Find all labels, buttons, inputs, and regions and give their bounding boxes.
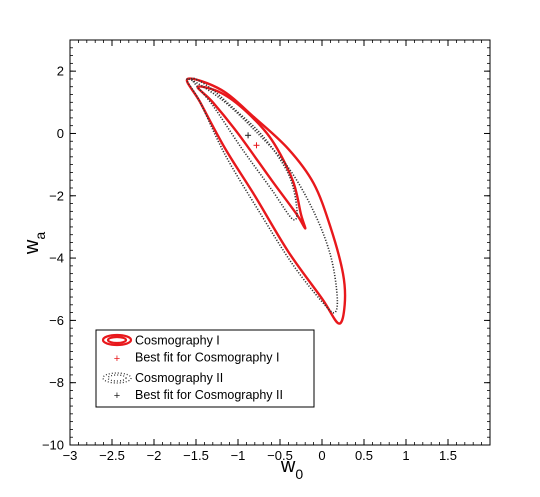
legend-swatch-cosmography-2-inner — [107, 374, 127, 382]
x-tick-label: 0.5 — [355, 448, 373, 463]
legend-label-best-fit-1: Best fit for Cosmography I — [135, 351, 280, 365]
x-axis-label: w0 — [280, 455, 303, 482]
legend-box — [95, 329, 315, 408]
y-tick-label: −2 — [49, 188, 64, 203]
x-tick-label: −1.5 — [183, 448, 209, 463]
x-tick-label: 1 — [402, 448, 409, 463]
legend-label-best-fit-2: Best fit for Cosmography II — [135, 388, 283, 402]
x-tick-label: −2.5 — [99, 448, 125, 463]
contour-series-2-level-1 — [191, 77, 298, 221]
x-tick-label: −2 — [147, 448, 162, 463]
y-axis-label: wa — [21, 232, 48, 255]
y-tick-label: −10 — [42, 438, 64, 453]
x-tick-label: 0 — [318, 448, 325, 463]
y-tick-label: 2 — [57, 64, 64, 79]
plot-area — [185, 77, 347, 325]
x-tick-label: 1.5 — [439, 448, 457, 463]
y-tick-label: −8 — [49, 375, 64, 390]
contour-series-1-level-2 — [185, 77, 347, 325]
legend-swatch-cosmography-1 — [101, 333, 133, 347]
legend-marker-best-fit-1: + — [114, 353, 120, 365]
plot-frame — [69, 39, 491, 446]
legend-marker-best-fit-2: + — [114, 390, 120, 402]
legend-swatch-cosmography-1-inner — [106, 335, 128, 345]
y-tick-label: −4 — [49, 251, 64, 266]
legend: Cosmography I + Best fit for Cosmography… — [95, 329, 315, 408]
legend-label-cosmography-2: Cosmography II — [135, 371, 223, 385]
best-fit-marker-2 — [245, 132, 252, 139]
x-tick-label: −3 — [63, 448, 78, 463]
legend-label-cosmography-1: Cosmography I — [135, 334, 220, 348]
x-tick-label: −1 — [231, 448, 246, 463]
x-tick-label: −0.5 — [267, 448, 293, 463]
y-tick-label: −6 — [49, 313, 64, 328]
legend-swatch-cosmography-2 — [102, 372, 132, 384]
best-fit-marker-1 — [253, 142, 260, 149]
y-tick-label: 0 — [57, 126, 64, 141]
